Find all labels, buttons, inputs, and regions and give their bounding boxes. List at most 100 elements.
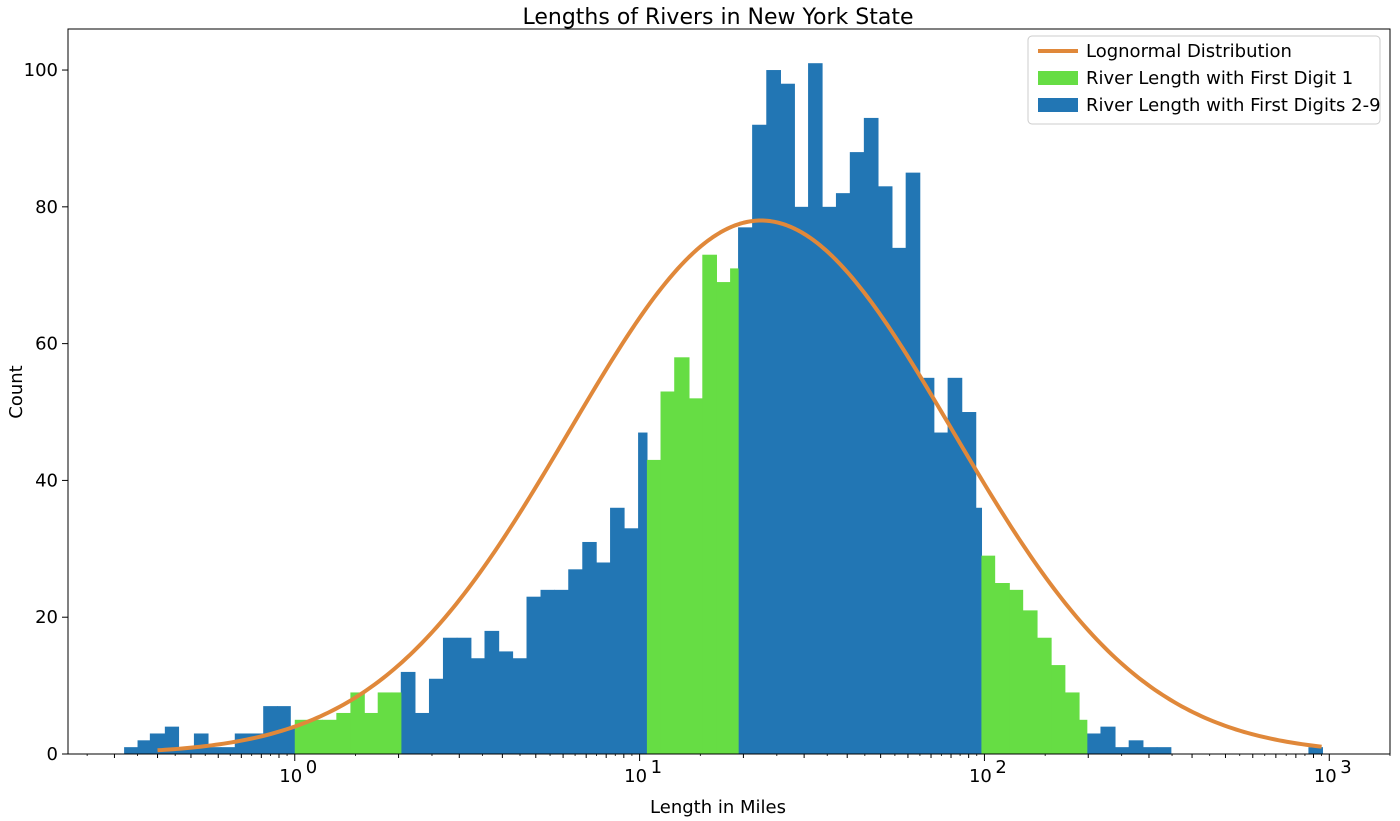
legend-label-river-length-with-first-digit-1: River Length with First Digit 1	[1086, 68, 1353, 89]
histogram-bar-first-digits-2-9	[484, 630, 500, 754]
histogram-bar-first-digits-2-9	[414, 712, 430, 754]
histogram-bar-first-digit-1	[1064, 692, 1080, 754]
histogram-bar-first-digits-2-9	[1308, 747, 1323, 754]
histogram-bar-first-digit-1	[660, 391, 675, 754]
histogram-bar-first-digits-2-9	[975, 507, 983, 754]
chart-title: Lengths of Rivers in New York State	[522, 5, 913, 30]
histogram-bar-first-digits-2-9	[1128, 740, 1144, 754]
histogram-bar-first-digits-2-9	[470, 658, 486, 754]
histogram-bar-first-digits-2-9	[568, 569, 583, 754]
histogram-bar-first-digits-2-9	[849, 152, 865, 755]
histogram-bar-first-digits-2-9	[1086, 733, 1102, 754]
histogram-bar-first-digits-2-9	[1156, 747, 1172, 754]
histogram-bar-first-digits-2-9	[877, 186, 893, 754]
histogram-bar-first-digits-2-9	[582, 541, 597, 754]
histogram-bar-first-digit-1	[1022, 610, 1038, 754]
histogram-bar-first-digit-1	[350, 692, 365, 754]
histogram-bar-first-digit-1	[716, 282, 731, 754]
histogram-bar-first-digit-1	[377, 692, 393, 754]
legend: Lognormal Distribution River Length with …	[1027, 35, 1381, 125]
x-tick-label: 10	[624, 766, 647, 787]
x-tick-label: 10	[1314, 766, 1337, 787]
histogram-bar-first-digits-2-9	[234, 733, 251, 754]
legend-label-river-length-with-first-digits-2-9: River Length with First Digits 2-9	[1086, 95, 1381, 116]
histogram-bar-first-digit-1	[688, 398, 703, 754]
histogram-bar-first-digit-1	[1051, 665, 1066, 754]
histogram-bar-first-digits-2-9	[400, 671, 416, 754]
histogram-bar-first-digits-2-9	[905, 172, 921, 754]
histogram-bar-first-digits-2-9	[794, 206, 809, 754]
histogram-bar-first-digits-2-9	[428, 678, 444, 754]
plot-frame	[67, 28, 1391, 755]
histogram-bar-first-digits-2-9	[808, 63, 823, 754]
lognormal-curve-layer	[157, 218, 1322, 753]
histogram-bar-first-digits-2-9	[540, 589, 555, 754]
histogram-bar-first-digits-2-9	[442, 637, 458, 754]
legend-swatch-river-length-with-first-digit-1	[1038, 71, 1078, 85]
histogram-bar-first-digits-2-9	[961, 412, 977, 754]
histogram-bar-first-digit-1	[702, 254, 717, 754]
y-tick-label: 100	[24, 60, 58, 81]
lognormal-curve	[157, 218, 1322, 753]
x-axis-title: Length in Miles	[650, 797, 786, 818]
histogram-bar-first-digits-2-9	[526, 596, 542, 754]
histogram-bar-first-digits-2-9	[891, 247, 907, 754]
histogram-bar-first-digits-2-9	[821, 206, 837, 754]
x-tick-label: 10	[969, 766, 992, 787]
legend-box	[1027, 35, 1381, 125]
y-axis-title: Count	[6, 365, 27, 418]
histogram-bar-first-digits-2-9	[638, 432, 648, 754]
histogram-bar-first-digits-2-9	[290, 726, 296, 754]
histogram-bars	[124, 63, 1323, 755]
x-tick-exponent: 3	[1340, 757, 1351, 778]
histogram-bar-first-digits-2-9	[1114, 747, 1130, 754]
histogram-bar-first-digits-2-9	[1100, 726, 1116, 754]
histogram-bar-first-digit-1	[391, 692, 402, 754]
histogram-bar-first-digits-2-9	[554, 589, 569, 754]
histogram-bar-first-digit-1	[646, 459, 662, 754]
histogram-bar-first-digits-2-9	[623, 528, 639, 754]
histogram-bar-first-digits-2-9	[124, 747, 139, 754]
x-tick-exponent: 1	[651, 757, 662, 778]
histogram-bar-first-digits-2-9	[137, 740, 151, 754]
histogram-bar-first-digit-1	[336, 712, 352, 754]
histogram-bar-first-digits-2-9	[919, 377, 935, 754]
y-tick-label: 20	[35, 607, 58, 628]
y-tick-label: 80	[35, 197, 58, 218]
histogram-bar-first-digit-1	[1078, 719, 1088, 754]
histogram-bar-first-digit-1	[1036, 637, 1052, 754]
histogram-bar-first-digit-1	[364, 712, 379, 754]
histogram-bar-first-digits-2-9	[263, 706, 278, 754]
histogram-bar-first-digit-1	[674, 357, 690, 754]
histogram-bar-first-digit-1	[307, 719, 323, 754]
histogram-bar-first-digit-1	[322, 719, 337, 754]
y-axis: 0 20 40 60 80 100	[24, 60, 68, 765]
histogram-bar-first-digits-2-9	[498, 651, 514, 754]
histogram-bar-first-digits-2-9	[207, 747, 222, 754]
histogram-bar-first-digits-2-9	[178, 747, 195, 754]
histogram-bar-first-digit-1	[730, 268, 739, 754]
x-tick-exponent: 0	[306, 757, 317, 778]
histogram-bar-first-digits-2-9	[738, 227, 753, 755]
x-tick-exponent: 2	[995, 757, 1006, 778]
y-tick-label: 0	[47, 744, 58, 765]
histogram-bar-first-digit-1	[294, 719, 309, 754]
histogram-bar-first-digits-2-9	[512, 658, 528, 754]
legend-swatch-river-length-with-first-digits-2-9	[1038, 98, 1078, 112]
histogram-bar-first-digits-2-9	[1142, 747, 1158, 754]
histogram-bar-first-digits-2-9	[933, 432, 949, 754]
histogram-bar-first-digits-2-9	[835, 193, 851, 754]
histogram-bar-first-digits-2-9	[947, 377, 963, 754]
histogram-bar-first-digits-2-9	[780, 83, 795, 755]
y-tick-label: 40	[35, 470, 58, 491]
histogram-bar-first-digits-2-9	[193, 733, 209, 754]
histogram-bar-first-digits-2-9	[752, 124, 767, 754]
y-tick-label: 60	[35, 334, 58, 355]
x-tick-label: 10	[279, 766, 302, 787]
histogram-bar-first-digits-2-9	[863, 117, 879, 755]
histogram-bar-first-digits-2-9	[610, 507, 625, 754]
x-axis: 10 0 10 1 10 2 10 3	[86, 754, 1391, 787]
legend-label-lognormal-distribution: Lognormal Distribution	[1086, 41, 1292, 62]
histogram-bar-first-digit-1	[981, 555, 996, 754]
